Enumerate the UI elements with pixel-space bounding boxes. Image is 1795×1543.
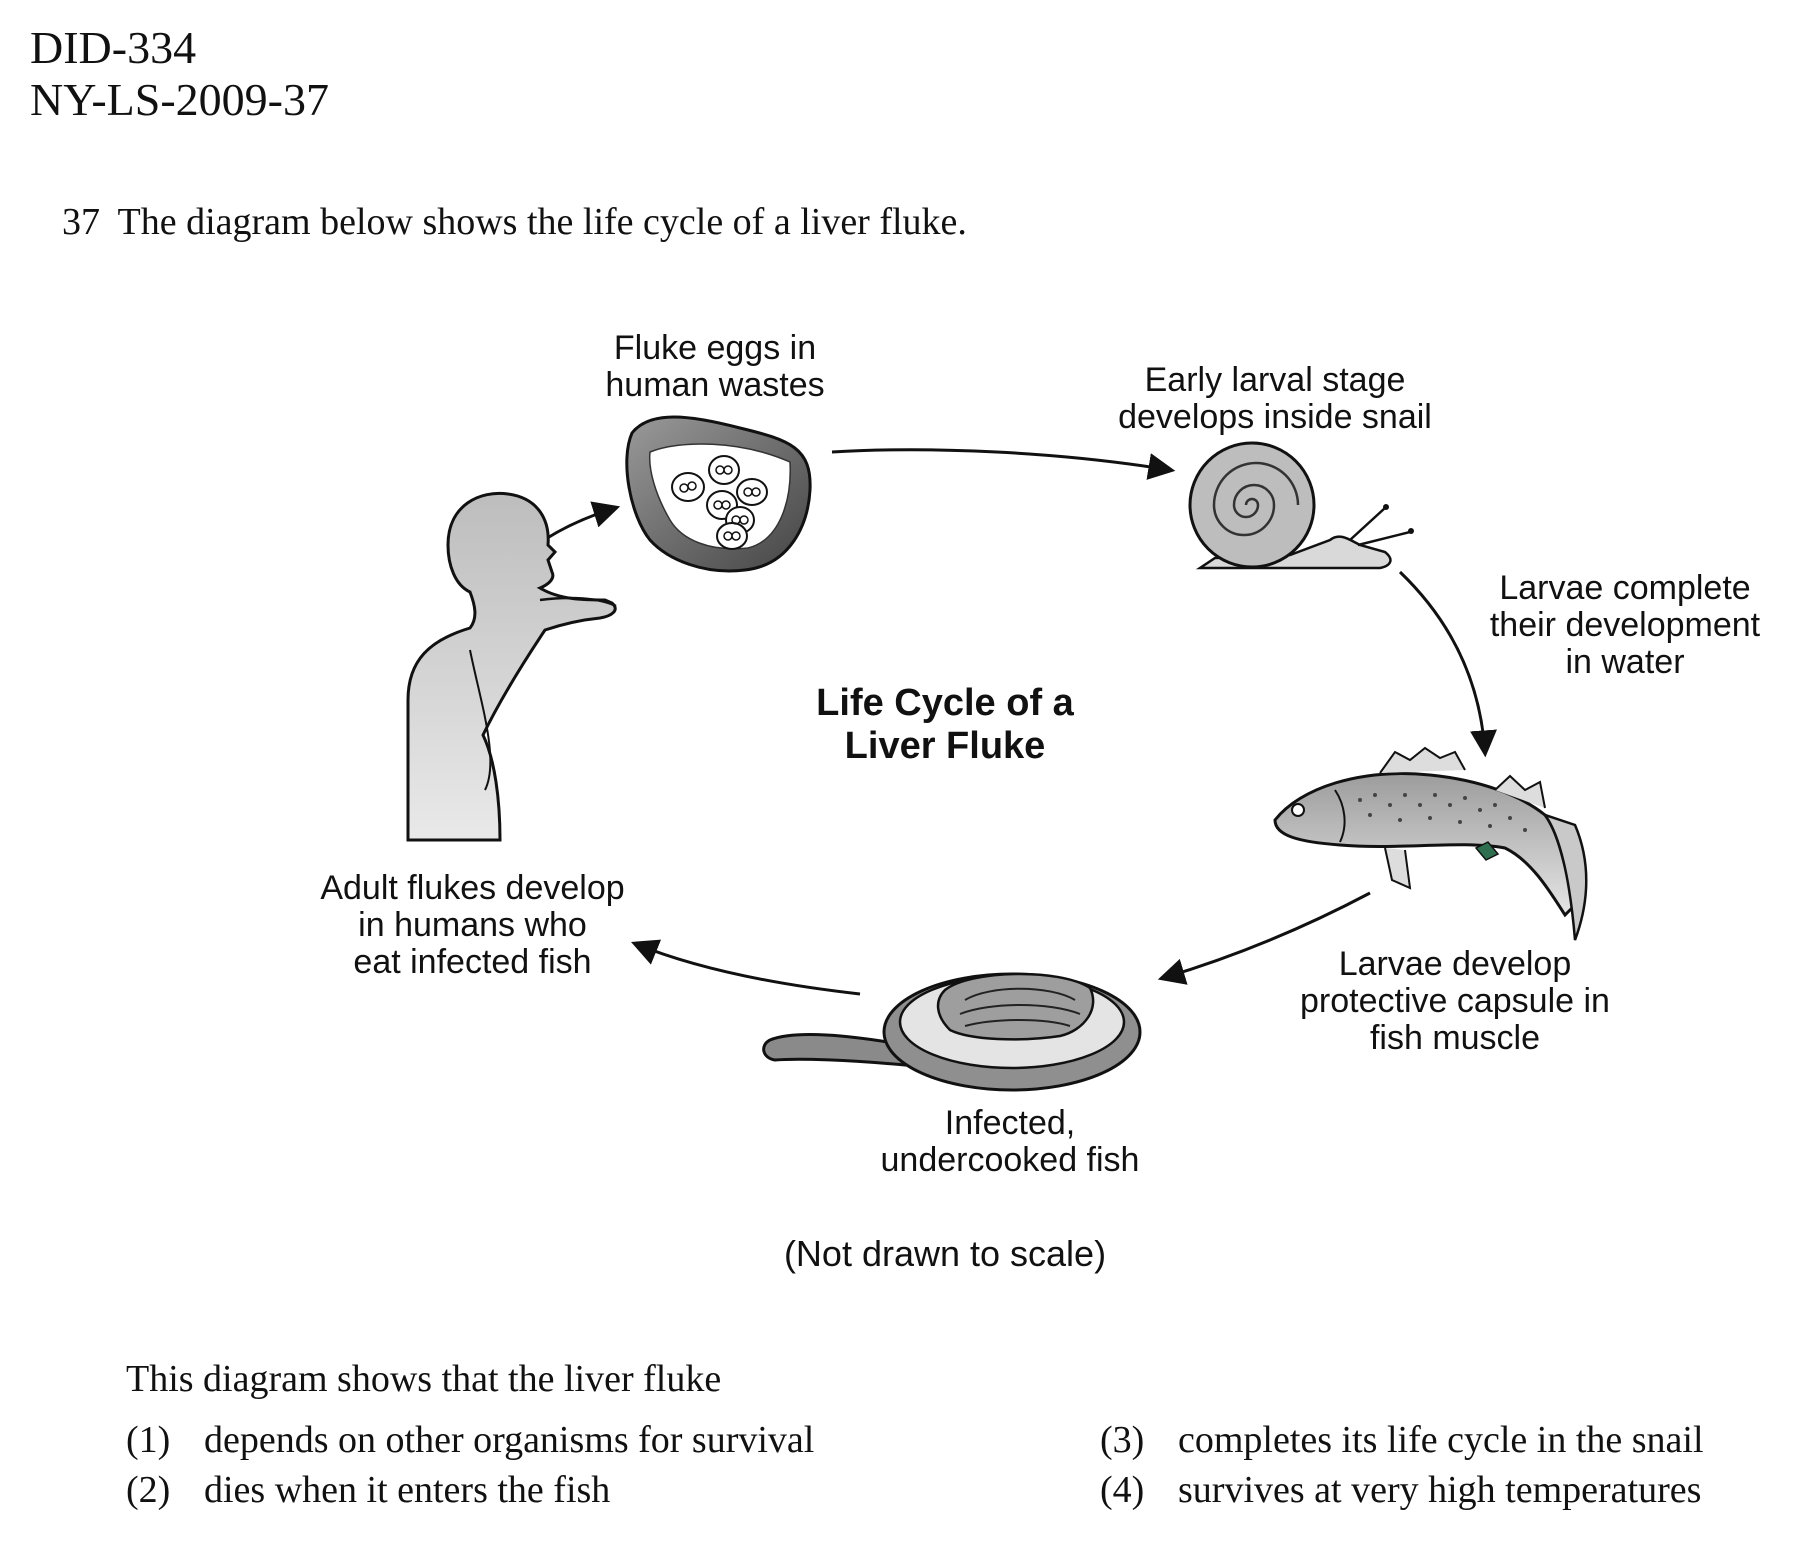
snail-illustration	[1188, 441, 1414, 570]
stage-label-water-line3: in water	[1565, 643, 1685, 681]
stage-label-pan: Infected, undercooked fish	[850, 1105, 1170, 1179]
stage-label-fish-line3: fish muscle	[1369, 1019, 1541, 1057]
stage-label-snail: Early larval stage develops inside snail	[1080, 362, 1470, 436]
document-id-line1: DID-334	[30, 22, 197, 73]
frying-pan-illustration	[762, 972, 1142, 1092]
arrow-eggs-to-snail	[831, 448, 1176, 480]
choice-2-number: (2)	[126, 1469, 171, 1511]
stage-label-fish-line1: Larvae develop	[1338, 945, 1572, 983]
diagram-title-line2: Liver Fluke	[844, 725, 1046, 767]
stage-label-eggs: Fluke eggs in human wastes	[575, 330, 855, 404]
document-id-line2: NY-LS-2009-37	[30, 74, 329, 125]
question-stem: 37 The diagram below shows the life cycl…	[62, 200, 967, 244]
choice-4-text: survives at very high temperatures	[1178, 1469, 1702, 1511]
arrow-fish-to-pan	[1157, 891, 1371, 985]
stage-label-human-line3: eat infected fish	[353, 943, 592, 981]
stage-label-human-line1: Adult flukes develop	[320, 869, 625, 907]
choice-3-text: completes its life cycle in the snail	[1178, 1419, 1704, 1461]
diagram-title: Life Cycle of a Liver Fluke	[780, 682, 1110, 768]
stage-label-water-line1: Larvae complete	[1499, 569, 1751, 607]
question-number: 37	[62, 201, 100, 243]
stage-label-water-line2: their development	[1489, 606, 1761, 644]
stage-label-human-line2: in humans who	[358, 906, 587, 944]
arrow-snail-to-fish	[1398, 570, 1497, 758]
stage-label-water: Larvae complete their development in wat…	[1460, 570, 1790, 681]
stage-label-eggs-line1: Fluke eggs in	[613, 329, 817, 367]
stage-label-pan-line1: Infected,	[944, 1104, 1076, 1142]
document-id: DID-334 NY-LS-2009-37	[30, 22, 329, 126]
choice-4[interactable]: (4) survives at very high temperatures	[1100, 1468, 1701, 1512]
answer-prompt: This diagram shows that the liver fluke	[126, 1358, 722, 1400]
choice-1-number: (1)	[126, 1419, 171, 1461]
stage-label-fish-line2: protective capsule in	[1300, 982, 1610, 1020]
fish-illustration	[1273, 746, 1588, 941]
waste-with-eggs-illustration	[625, 415, 812, 573]
choice-1[interactable]: (1) depends on other organisms for surviv…	[126, 1418, 814, 1462]
choice-2[interactable]: (2) dies when it enters the fish	[126, 1468, 610, 1512]
stage-label-human: Adult flukes develop in humans who eat i…	[290, 870, 655, 981]
stage-label-snail-line2: develops inside snail	[1118, 398, 1432, 436]
choice-1-text: depends on other organisms for survival	[204, 1419, 815, 1461]
choice-3-number: (3)	[1100, 1419, 1145, 1461]
choice-3[interactable]: (3) completes its life cycle in the snail	[1100, 1418, 1704, 1462]
stage-label-snail-line1: Early larval stage	[1144, 361, 1406, 399]
arrow-pan-to-human	[630, 939, 861, 996]
stage-label-pan-line2: undercooked fish	[880, 1141, 1140, 1179]
human-eating-illustration	[406, 491, 617, 842]
stage-label-fish: Larvae develop protective capsule in fis…	[1265, 946, 1645, 1057]
capsule-mark-icon	[1474, 841, 1500, 861]
choice-4-number: (4)	[1100, 1469, 1145, 1511]
choice-2-text: dies when it enters the fish	[204, 1469, 611, 1511]
fish-steak-in-pan	[936, 972, 1095, 1041]
question-text: The diagram below shows the life cycle o…	[117, 201, 967, 243]
scale-note: (Not drawn to scale)	[783, 1233, 1107, 1274]
fork-icon	[539, 596, 617, 608]
diagram-title-line1: Life Cycle of a	[816, 682, 1074, 724]
stage-label-eggs-line2: human wastes	[605, 366, 825, 404]
